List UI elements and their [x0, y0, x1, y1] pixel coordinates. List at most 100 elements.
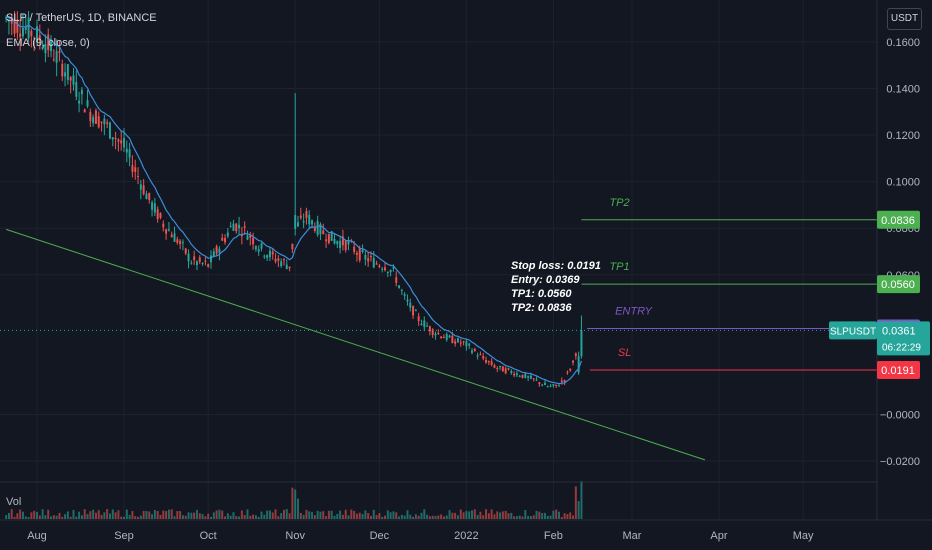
candle-body [378, 265, 381, 267]
volume-bar [524, 509, 527, 519]
candle-body [428, 326, 431, 332]
volume-bar [198, 513, 201, 519]
candle-body [431, 329, 434, 335]
candle-body [549, 385, 552, 387]
candle-body [518, 376, 521, 378]
volume-bar [513, 516, 516, 519]
volume-bar [375, 515, 378, 519]
candle-body [108, 122, 111, 139]
volume-bar [36, 511, 38, 519]
volume-bar [19, 509, 22, 519]
volume-bar [257, 516, 260, 519]
candle-body [459, 342, 462, 344]
time-axis[interactable]: Aug Sep Oct Nov Dec 2022 Feb Mar Apr May [27, 530, 814, 542]
annotation-line: Entry: 0.0369 [511, 274, 580, 286]
candle-body [97, 116, 100, 128]
candle-body [476, 355, 479, 357]
volume-bar [574, 486, 577, 519]
volume-bar [316, 510, 319, 519]
volume-bar [572, 515, 575, 519]
volume-bar [409, 514, 412, 519]
y-tick-label: −0.0200 [880, 456, 920, 468]
x-tick-label: 2022 [454, 530, 478, 542]
indicator-title[interactable]: EMA (9, close, 0) [6, 37, 90, 49]
volume-bar [50, 516, 53, 519]
price-axis[interactable]: 0.16000.14000.12000.10000.08000.0600−0.0… [880, 37, 920, 468]
volume-bar [83, 509, 86, 519]
candle-body [193, 256, 196, 261]
x-tick-label: Nov [285, 530, 305, 542]
volume-bar [89, 511, 92, 519]
volume-bar [358, 512, 361, 519]
volume-bar [120, 516, 123, 519]
volume-bar [47, 509, 50, 519]
volume-bar [336, 513, 339, 519]
candle-body [44, 44, 47, 54]
volume-bar [479, 511, 482, 519]
annotation-line: TP1: 0.0560 [511, 288, 572, 300]
candle-body [451, 335, 454, 344]
trend-line[interactable] [5, 228, 706, 461]
candle-body [490, 361, 493, 365]
volume-bar [529, 516, 532, 519]
candle-body [515, 373, 518, 376]
volume-bar [384, 515, 386, 519]
volume-bar [212, 512, 215, 519]
candle-body [207, 264, 210, 267]
x-tick-label: Feb [544, 530, 563, 542]
candle-body [291, 243, 294, 250]
candlestick-series [5, 11, 583, 388]
volume-bar [566, 514, 569, 519]
candle-body [541, 384, 544, 386]
volume-bar [134, 516, 137, 519]
candle-body [504, 368, 507, 374]
candle-body [249, 234, 252, 238]
volume-bar [274, 509, 277, 519]
candle-body [538, 382, 541, 384]
candle-body [204, 260, 207, 262]
candle-body [482, 356, 485, 359]
volume-bar [327, 510, 330, 519]
candle-body [381, 268, 384, 270]
candle-body [311, 220, 314, 225]
volume-bar [400, 514, 403, 519]
candle-body [156, 209, 159, 220]
ema-line [5, 16, 583, 385]
candle-body [389, 269, 392, 273]
candle-body [260, 243, 263, 249]
candle-body [198, 257, 201, 262]
volume-bar [38, 515, 41, 519]
candle-body [243, 226, 246, 228]
candle-body [566, 371, 569, 373]
candle-body [308, 214, 311, 225]
volume-bar [322, 511, 325, 519]
volume-bars [5, 481, 583, 519]
volume-bar [319, 511, 322, 519]
candle-body [238, 224, 241, 229]
candle-body [83, 109, 86, 113]
currency-unit-button[interactable]: USDT [887, 8, 922, 30]
candle-body [353, 246, 356, 252]
volume-bar [207, 513, 210, 519]
candle-body [195, 261, 198, 266]
candle-body [473, 348, 476, 352]
volume-bar [473, 509, 476, 519]
candle-body [181, 242, 184, 244]
candle-body [131, 165, 134, 172]
volume-bar [563, 513, 566, 519]
candle-body [546, 386, 549, 388]
volume-bar [412, 516, 415, 519]
candle-body [417, 316, 420, 322]
volume-bar [66, 511, 69, 519]
candle-body [50, 41, 53, 52]
candle-body [327, 233, 330, 243]
symbol-title[interactable]: SLP / TetherUS, 1D, BINANCE [6, 12, 157, 24]
volume-bar [162, 510, 165, 519]
candle-body [89, 111, 92, 122]
volume-bar [139, 515, 142, 519]
volume-bar [560, 516, 563, 519]
volume-bar [72, 509, 75, 519]
candle-body [456, 338, 459, 343]
